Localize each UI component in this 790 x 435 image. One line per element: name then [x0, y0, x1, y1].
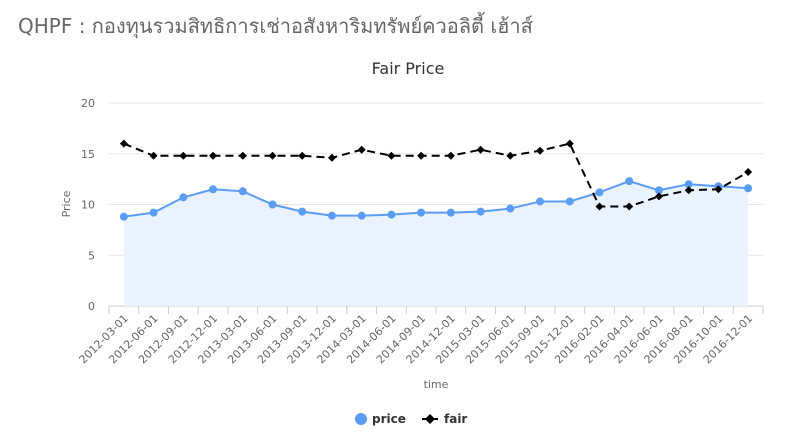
fair-point[interactable]: [179, 151, 188, 160]
x-axis-title: time: [424, 378, 449, 391]
fair-point[interactable]: [327, 153, 336, 162]
price-point[interactable]: [417, 208, 426, 217]
price-point[interactable]: [595, 188, 604, 197]
price-point[interactable]: [238, 187, 247, 196]
price-area: [123, 181, 749, 306]
fair-point[interactable]: [506, 151, 515, 160]
legend[interactable]: price fair: [355, 412, 467, 426]
fair-point[interactable]: [714, 185, 723, 194]
price-point[interactable]: [446, 208, 455, 217]
price-point[interactable]: [179, 193, 188, 202]
fair-point[interactable]: [595, 202, 604, 211]
fair-point[interactable]: [209, 151, 218, 160]
price-point[interactable]: [536, 197, 545, 206]
fair-point[interactable]: [565, 139, 574, 148]
price-point[interactable]: [476, 207, 485, 216]
fair-line: [123, 142, 749, 208]
legend-fair-marker: [425, 414, 435, 424]
fair-point[interactable]: [357, 145, 366, 154]
price-point[interactable]: [357, 211, 366, 220]
price-point[interactable]: [744, 184, 753, 193]
fair-point[interactable]: [268, 151, 277, 160]
y-axis-ticks: 0 5 10 15 20: [81, 97, 95, 313]
x-axis-ticks: 2012-03-012012-06-012012-09-012012-12-01…: [77, 306, 764, 366]
price-point[interactable]: [684, 180, 693, 189]
y-tick-label: 15: [81, 148, 95, 161]
fair-point[interactable]: [744, 168, 753, 177]
series-layer: [119, 139, 753, 306]
legend-item-price[interactable]: price: [355, 412, 406, 426]
price-point[interactable]: [654, 186, 663, 195]
price-point[interactable]: [506, 204, 515, 213]
price-point[interactable]: [625, 177, 634, 186]
fair-point[interactable]: [417, 151, 426, 160]
fair-point[interactable]: [119, 139, 128, 148]
legend-price-label: price: [372, 412, 406, 426]
chart-title: Fair Price: [372, 59, 445, 78]
price-point[interactable]: [209, 185, 218, 194]
price-point[interactable]: [119, 212, 128, 221]
price-point[interactable]: [327, 211, 336, 220]
y-tick-label: 0: [88, 300, 95, 313]
price-point[interactable]: [268, 200, 277, 209]
legend-price-marker: [355, 413, 367, 425]
fair-point[interactable]: [387, 151, 396, 160]
price-line: [123, 180, 749, 218]
fair-point[interactable]: [536, 146, 545, 155]
fair-point[interactable]: [446, 151, 455, 160]
fair-point[interactable]: [238, 151, 247, 160]
fair-point[interactable]: [298, 151, 307, 160]
page-heading: QHPF : กองทุนรวมสิทธิการเช่าอสังหาริมทรั…: [18, 14, 533, 38]
price-point[interactable]: [298, 207, 307, 216]
fair-point[interactable]: [149, 151, 158, 160]
y-axis-title: Price: [60, 190, 73, 217]
fair-point[interactable]: [625, 202, 634, 211]
price-point[interactable]: [387, 210, 396, 219]
y-tick-label: 20: [81, 97, 95, 110]
price-point[interactable]: [149, 208, 158, 217]
price-point[interactable]: [565, 197, 574, 206]
legend-fair-label: fair: [444, 412, 467, 426]
legend-item-fair[interactable]: fair: [422, 412, 467, 426]
fair-point[interactable]: [476, 145, 485, 154]
y-tick-label: 5: [88, 249, 95, 262]
fair-point[interactable]: [684, 186, 693, 195]
fair-point[interactable]: [654, 192, 663, 201]
y-tick-label: 10: [81, 199, 95, 212]
